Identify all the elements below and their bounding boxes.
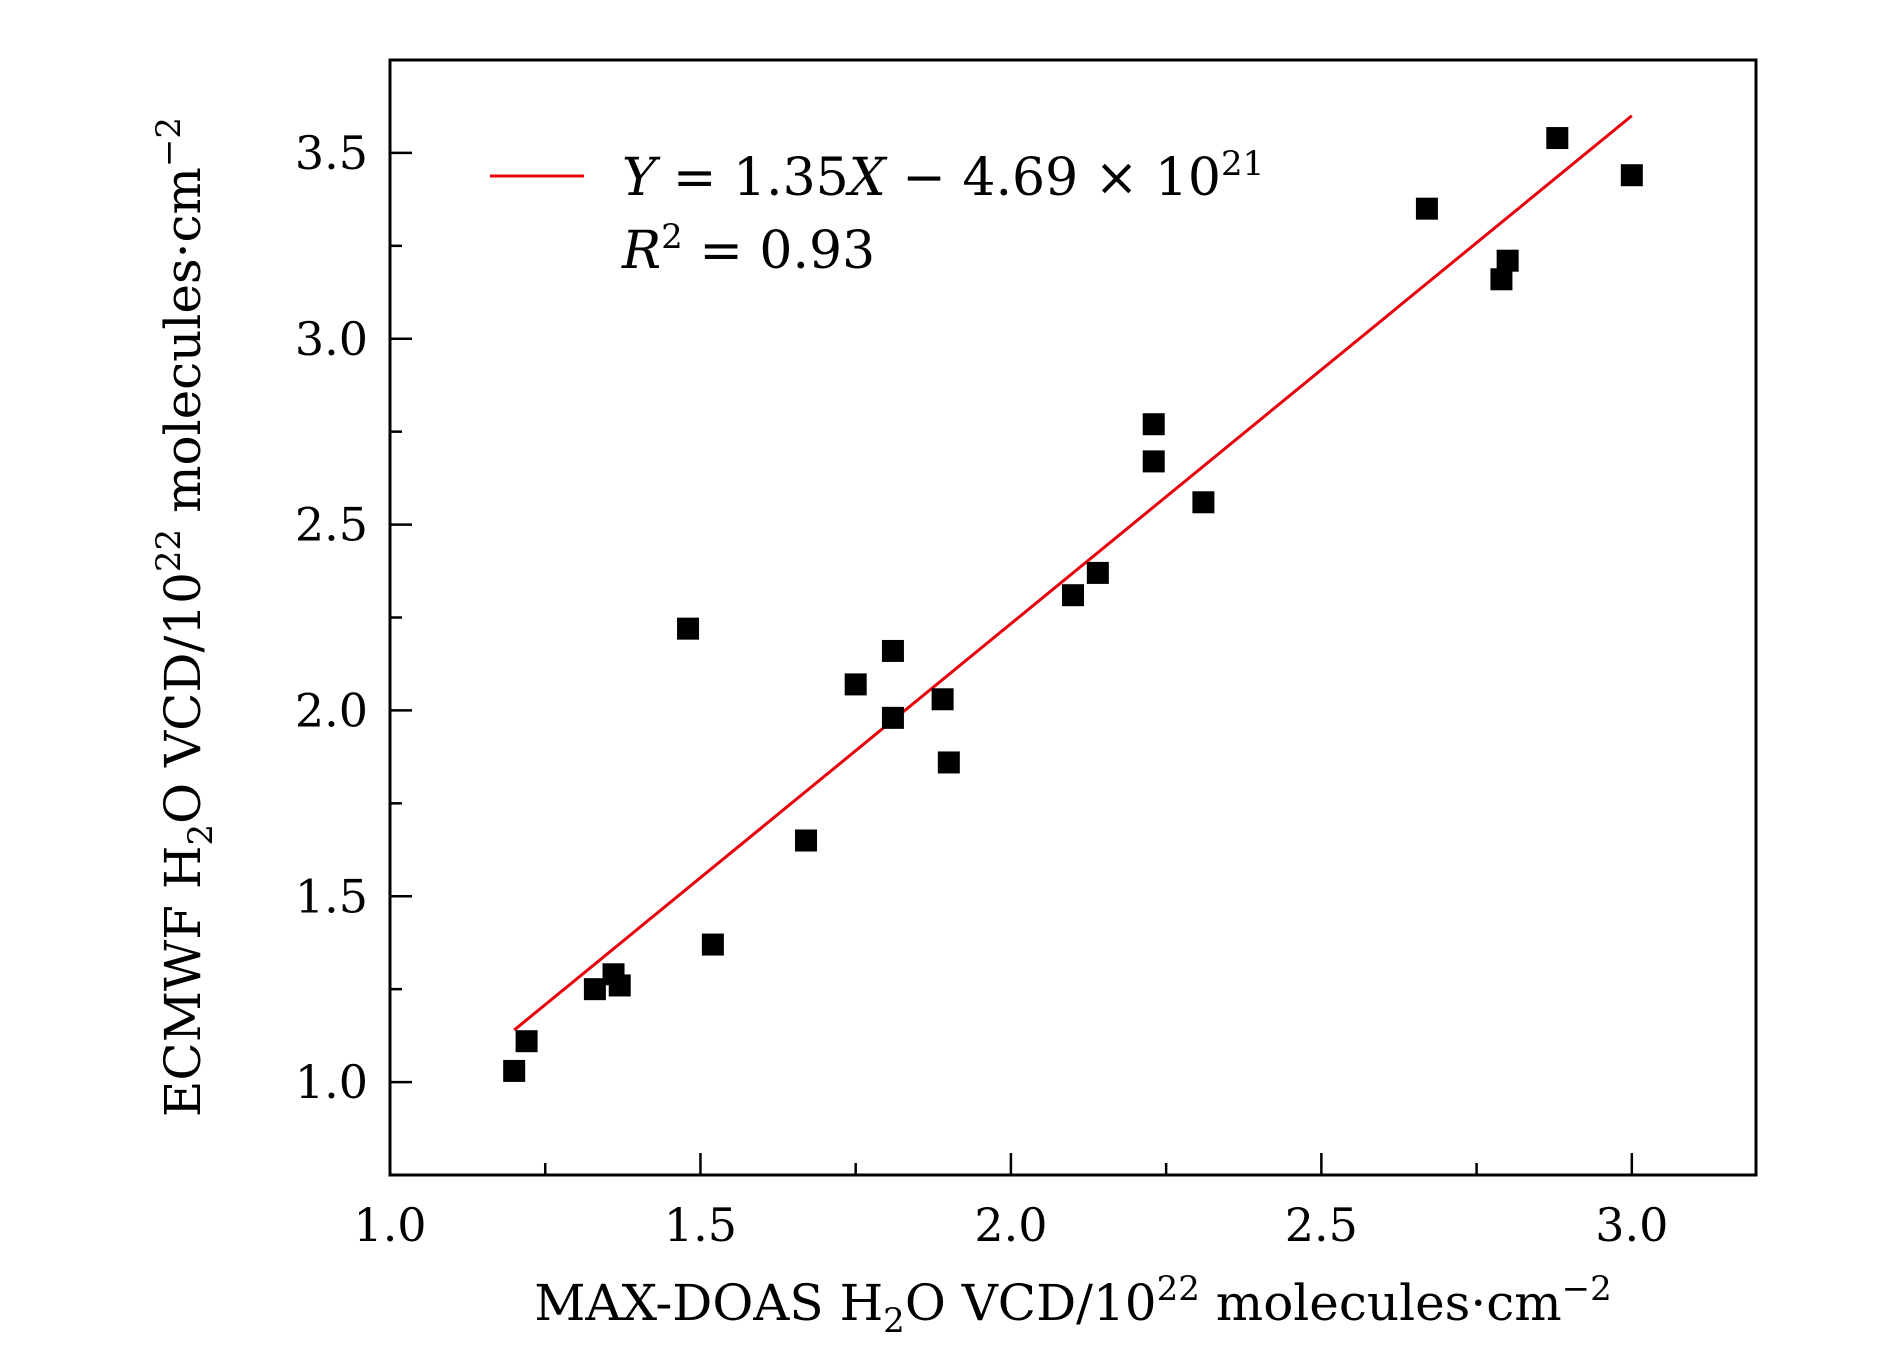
x-tick-label: 2.0 (974, 1198, 1047, 1252)
legend-r2-rest: = 0.93 (683, 221, 875, 281)
legend-fit-label: Y = 1.35X − 4.69 × 1021 (622, 144, 1264, 208)
y-tick-label: 1.0 (295, 1055, 368, 1109)
y-tick-label: 3.0 (295, 312, 368, 366)
x-axis: 1.0 1.5 2.0 2.5 3.0 (353, 1153, 1668, 1252)
y-title-sup: 22 (149, 529, 189, 572)
data-point (1142, 450, 1165, 473)
data-point (937, 751, 960, 774)
data-point (931, 688, 954, 711)
data-point (1620, 164, 1643, 187)
y-title-suffix: molecules·cm (154, 167, 212, 529)
legend-fit-eq1: = 1.35 (656, 148, 848, 208)
data-point (1546, 127, 1569, 150)
legend: Y = 1.35X − 4.69 × 1021 R2 = 0.93 (490, 144, 1264, 281)
x-title-suffix: molecules·cm (1200, 1274, 1562, 1332)
data-point (608, 974, 631, 997)
y-tick-label: 2.0 (295, 683, 368, 737)
data-point (583, 978, 606, 1001)
plot-frame (388, 58, 1758, 1177)
x-title-prefix: MAX-DOAS H (534, 1274, 883, 1332)
legend-fit-eq2: − 4.69 × 10 (886, 148, 1221, 208)
data-point (1415, 197, 1438, 220)
x-tick-label: 1.0 (353, 1198, 426, 1252)
legend-r2-exp: 2 (661, 217, 683, 257)
y-tick-label: 2.5 (295, 498, 368, 552)
x-tick-label: 2.5 (1285, 1198, 1358, 1252)
x-title-sub: 2 (883, 1301, 905, 1341)
y-tick-label: 1.5 (295, 869, 368, 923)
y-axis-title: ECMWF H2O VCD/1022 molecules·cm−2 (149, 117, 221, 1117)
x-title-sup2: −2 (1562, 1269, 1612, 1309)
data-point (515, 1030, 538, 1053)
y-title-prefix: ECMWF H (154, 846, 212, 1118)
data-point (844, 673, 867, 696)
x-tick-label: 1.5 (664, 1198, 737, 1252)
x-tick-label: 3.0 (1595, 1198, 1668, 1252)
y-title-sup2: −2 (149, 117, 189, 167)
data-point (1142, 413, 1165, 436)
y-tick-label: 3.5 (295, 126, 368, 180)
data-point (1496, 249, 1519, 272)
data-point (795, 829, 818, 852)
legend-r2-r: R (621, 221, 661, 281)
data-point (1192, 491, 1215, 514)
legend-fit-x: X (845, 148, 888, 208)
y-title-mid: O VCD/10 (154, 572, 212, 824)
data-point (881, 639, 904, 662)
data-point (1086, 561, 1109, 584)
data-point (701, 933, 724, 956)
data-points (503, 127, 1643, 1082)
x-title-mid: O VCD/10 (905, 1274, 1157, 1332)
y-title-sub: 2 (181, 824, 221, 846)
data-point (881, 706, 904, 729)
fit-line (513, 114, 1633, 1032)
y-axis: 1.0 1.5 2.0 2.5 3.0 3.5 (295, 58, 412, 1177)
data-point (503, 1059, 526, 1082)
x-axis-title: MAX-DOAS H2O VCD/1022 molecules·cm−2 (534, 1269, 1612, 1341)
data-point (1490, 268, 1513, 291)
legend-r2-label: R2 = 0.93 (621, 217, 875, 281)
data-point (677, 617, 700, 640)
legend-fit-exp: 21 (1221, 144, 1264, 184)
legend-fit-y: Y (622, 148, 661, 208)
x-title-sup: 22 (1157, 1269, 1200, 1309)
data-point (1062, 584, 1084, 607)
